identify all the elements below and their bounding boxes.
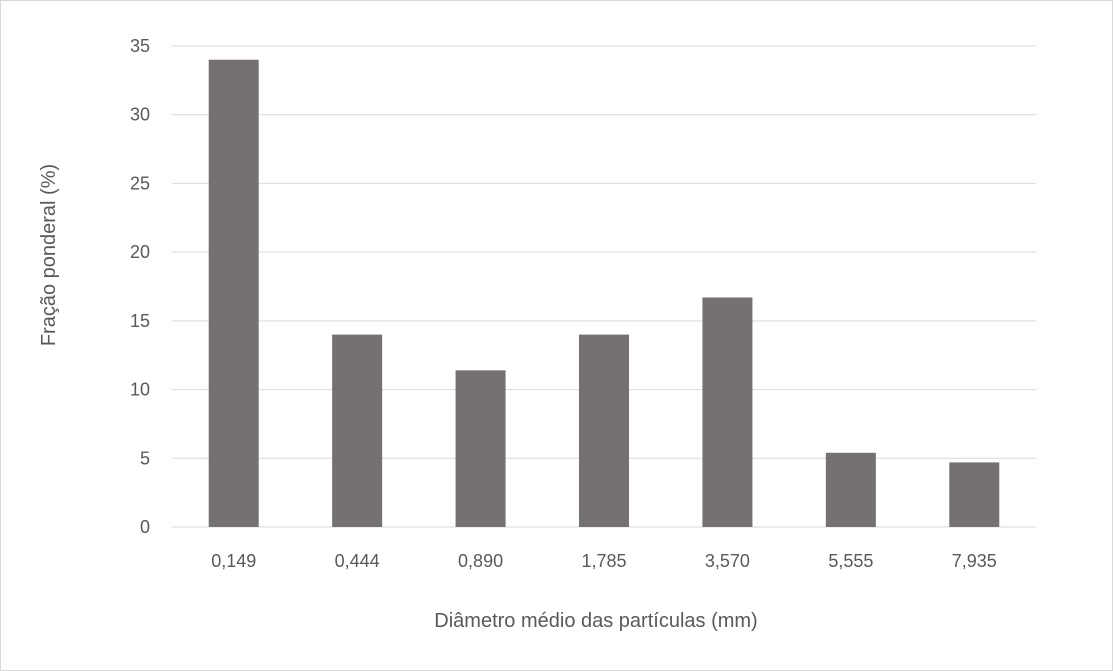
y-tick-label: 0 [140, 517, 150, 537]
x-axis-title: Diâmetro médio das partículas (mm) [434, 610, 757, 632]
y-tick-label: 30 [130, 105, 150, 125]
y-tick-labels: 0 5 10 15 20 25 30 35 [130, 36, 150, 537]
bar [825, 452, 876, 527]
x-tick-label: 7,935 [952, 551, 997, 571]
bar [579, 334, 629, 527]
y-tick-label: 20 [130, 242, 150, 262]
bar [208, 59, 259, 527]
gridlines [172, 45, 1036, 528]
y-tick-label: 25 [130, 173, 150, 193]
x-tick-label: 5,555 [828, 551, 873, 571]
y-tick-label: 10 [130, 380, 150, 400]
bar [702, 297, 753, 527]
x-tick-labels: 0,149 0,444 0,890 1,785 3,570 5,555 7,935 [211, 551, 997, 571]
bar [455, 370, 506, 527]
x-tick-label: 0,890 [458, 551, 503, 571]
x-tick-label: 3,570 [705, 551, 750, 571]
y-tick-label: 35 [130, 36, 150, 56]
x-tick-label: 0,444 [335, 551, 380, 571]
y-tick-label: 15 [130, 311, 150, 331]
bars [208, 59, 1000, 527]
x-tick-label: 0,149 [211, 551, 256, 571]
y-axis-title: Fração ponderal (%) [38, 164, 60, 346]
y-tick-label: 5 [140, 448, 150, 468]
bar [332, 334, 383, 527]
bar [949, 462, 1000, 527]
x-tick-label: 1,785 [581, 551, 626, 571]
